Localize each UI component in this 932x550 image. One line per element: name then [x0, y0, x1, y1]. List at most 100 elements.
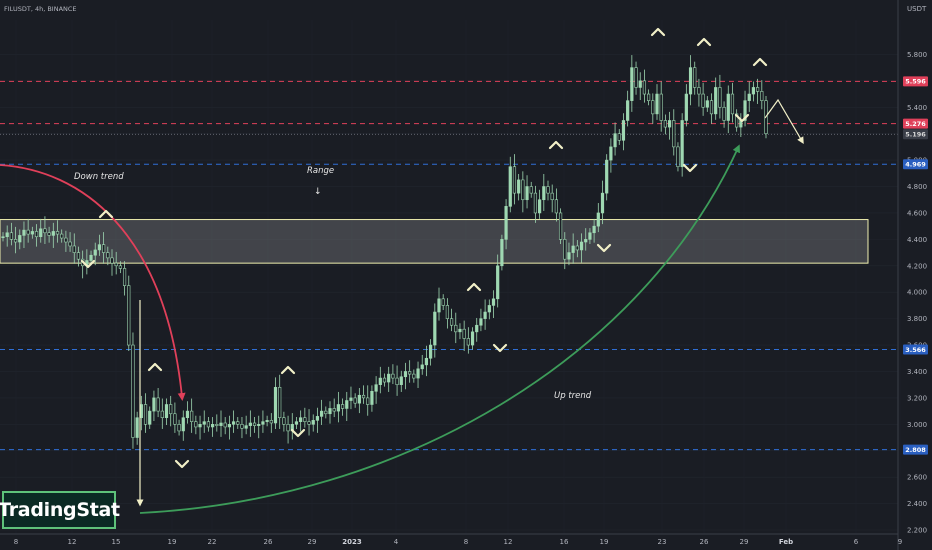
- candle-body: [554, 199, 558, 214]
- x-tick-label: 19: [600, 538, 609, 546]
- candle-body: [491, 298, 496, 306]
- candle-body: [630, 67, 634, 101]
- candle-body: [177, 424, 181, 432]
- candle-body: [496, 265, 500, 300]
- candle-body: [412, 373, 416, 379]
- candle-body: [18, 235, 22, 243]
- candle-body: [429, 344, 433, 359]
- candle-body: [311, 420, 315, 425]
- candle-body: [517, 179, 521, 194]
- candle-body: [621, 120, 626, 141]
- candle-body: [521, 179, 525, 201]
- candle-body: [135, 417, 139, 438]
- swing-high-marker: [466, 282, 482, 292]
- x-tick-label: 6: [854, 538, 859, 546]
- candle-body: [697, 87, 701, 95]
- candle-body: [265, 420, 269, 422]
- y-tick-label: 3.200: [907, 394, 927, 402]
- price-level-label: 3.566: [905, 346, 926, 354]
- forecast-arrow: [764, 98, 804, 145]
- y-tick-label: 4.400: [907, 236, 927, 244]
- candle-body: [30, 231, 34, 235]
- x-tick-label: 29: [740, 538, 749, 546]
- candle-body: [454, 324, 458, 333]
- candle-body: [76, 252, 81, 260]
- swing-high-marker: [147, 362, 163, 372]
- candle-body: [219, 422, 223, 426]
- candle-body: [747, 93, 751, 101]
- candle-body: [647, 93, 651, 101]
- candle-body: [403, 371, 408, 378]
- candle-body: [638, 80, 642, 88]
- candle-body: [424, 357, 429, 366]
- candle-body: [43, 228, 47, 234]
- price-level-label: 5.596: [905, 78, 926, 86]
- candle-body: [231, 421, 236, 425]
- candle-body: [651, 100, 655, 115]
- range-zone: [0, 219, 869, 264]
- candle-body: [705, 100, 709, 108]
- candle-body: [449, 318, 454, 326]
- candle-body: [206, 421, 211, 428]
- swing-low-marker: [734, 113, 750, 123]
- candle-body: [500, 239, 504, 267]
- x-tick-label: 16: [560, 538, 569, 546]
- candle-body: [663, 120, 667, 128]
- swing-high-marker: [650, 27, 666, 37]
- x-tick-label: 9: [898, 538, 902, 546]
- candle-body: [626, 100, 630, 121]
- candle-body: [5, 232, 9, 238]
- swing-high-marker: [548, 140, 564, 150]
- candle-body: [667, 120, 672, 128]
- price-level-label: 2.808: [905, 446, 926, 454]
- swing-low-marker: [80, 259, 96, 269]
- candle-body: [361, 394, 366, 399]
- x-tick-label: 8: [14, 538, 18, 546]
- candle-body: [479, 318, 483, 326]
- candle-body: [68, 241, 72, 247]
- candles: [1, 55, 768, 449]
- candle-body: [475, 324, 479, 333]
- candle-body: [538, 199, 542, 214]
- y-tick-label: 4.000: [907, 289, 927, 297]
- candle-body: [315, 416, 320, 421]
- candle-body: [642, 80, 647, 95]
- candle-body: [181, 417, 185, 432]
- candle-body: [550, 192, 554, 201]
- swing-high-marker: [280, 365, 296, 375]
- y-tick-label: 3.800: [907, 315, 927, 323]
- candle-body: [353, 397, 357, 404]
- candle-body: [617, 133, 621, 141]
- y-tick-label: 4.800: [907, 183, 927, 191]
- x-tick-label: 12: [504, 538, 513, 546]
- candle-body: [118, 265, 122, 269]
- candle-body: [588, 232, 592, 240]
- candle-body: [374, 384, 378, 392]
- candle-body: [533, 192, 538, 214]
- candle-body: [709, 100, 714, 115]
- candle-body: [278, 387, 282, 419]
- candle-body: [584, 239, 588, 243]
- x-tick-label: 26: [700, 538, 709, 546]
- candle-body: [558, 212, 563, 240]
- candle-body: [483, 311, 487, 319]
- price-levels: [0, 80, 898, 451]
- price-level-tag: [903, 76, 928, 87]
- candle-body: [131, 344, 135, 438]
- candle-body: [336, 404, 340, 412]
- price-level-label: 5.276: [905, 120, 926, 128]
- candle-body: [760, 91, 764, 101]
- candle-body: [160, 410, 164, 419]
- candle-body: [307, 421, 311, 425]
- price-level-tag: [903, 344, 928, 355]
- x-tick-label: 29: [308, 538, 317, 546]
- candle-body: [55, 231, 60, 235]
- candle-body: [324, 410, 328, 415]
- candle-body: [122, 268, 127, 286]
- candle-body: [148, 410, 152, 425]
- candle-body: [605, 159, 609, 194]
- y-tick-label: 3.000: [907, 421, 927, 429]
- x-tick-label: 4: [394, 538, 399, 546]
- candle-body: [609, 146, 613, 161]
